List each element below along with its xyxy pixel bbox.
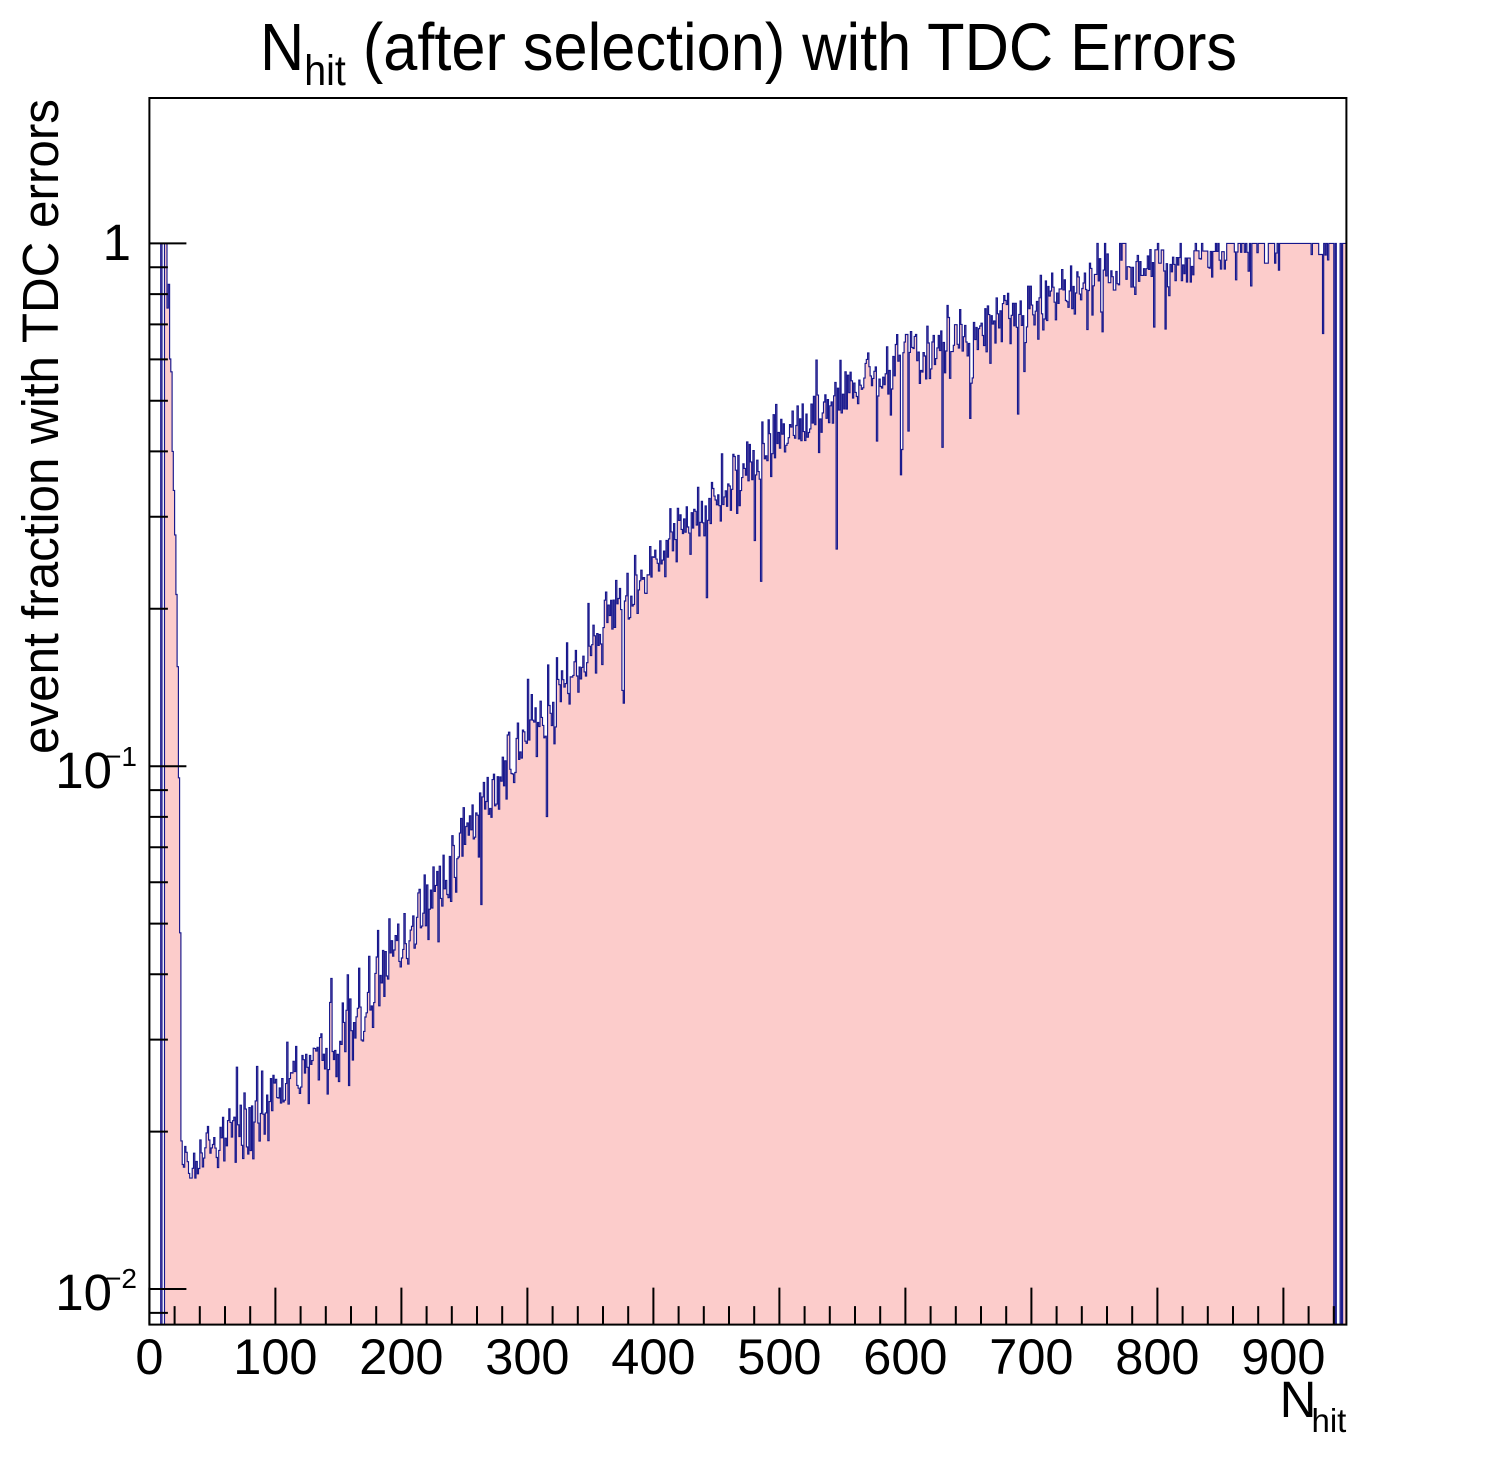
svg-text:400: 400 [611,1328,695,1385]
svg-text:hit: hit [1312,1402,1347,1439]
svg-text:0: 0 [135,1328,163,1385]
svg-text:1: 1 [103,214,131,271]
svg-text:10: 10 [55,742,112,799]
svg-text:900: 900 [1241,1328,1325,1385]
svg-text:N: N [1280,1371,1317,1428]
svg-text:800: 800 [1115,1328,1199,1385]
svg-text:Nhit (after selection) with TD: Nhit (after selection) with TDC Errors [260,10,1237,95]
svg-text:event fraction with TDC errors: event fraction with TDC errors [12,99,69,754]
svg-text:300: 300 [485,1328,569,1385]
svg-text:500: 500 [737,1328,821,1385]
svg-text:100: 100 [233,1328,317,1385]
svg-text:600: 600 [863,1328,947,1385]
svg-text:700: 700 [989,1328,1073,1385]
svg-text:−2: −2 [105,1263,137,1294]
svg-text:200: 200 [359,1328,443,1385]
svg-text:10: 10 [55,1264,112,1321]
svg-text:−1: −1 [105,741,137,772]
